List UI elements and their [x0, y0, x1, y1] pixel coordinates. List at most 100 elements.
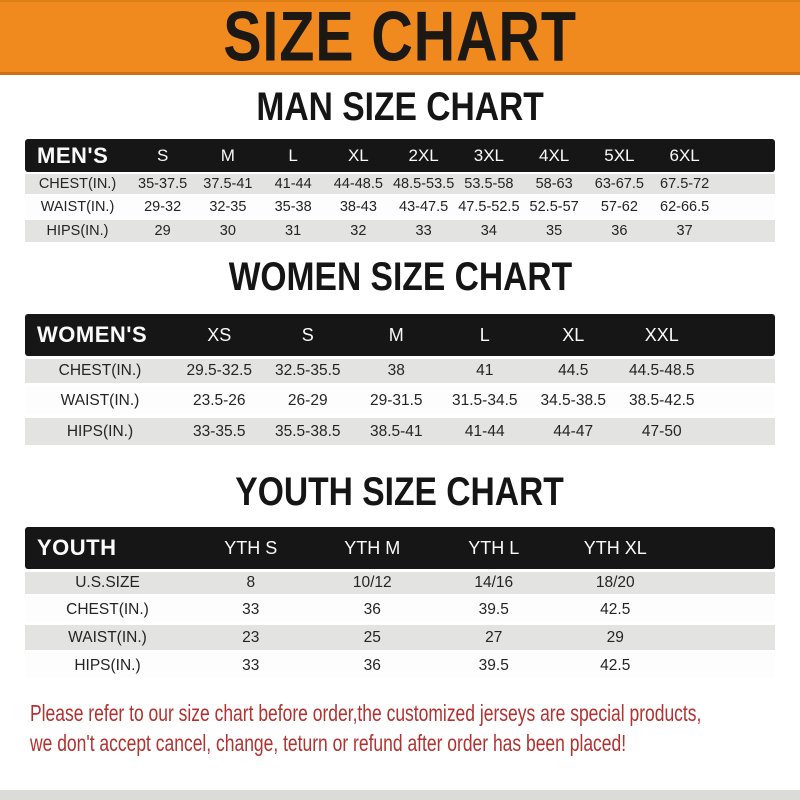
column-header: XL — [529, 314, 618, 356]
column-header: YTH M — [311, 527, 433, 569]
size-value: 63-67.5 — [586, 172, 652, 196]
youth-table-container: YOUTH YTH S YTH M YTH L YTH XL U.S.SIZE 8 10/12… — [25, 527, 775, 681]
table-row: HIPS(IN.) 29 30 31 32 33 34 35 36 37 — [25, 220, 775, 244]
column-header: YTH XL — [554, 527, 676, 569]
row-label: U.S.SIZE — [25, 569, 190, 597]
size-value: 44-48.5 — [325, 172, 391, 196]
column-header: 2XL — [391, 139, 457, 172]
size-value: 44.5-48.5 — [617, 356, 706, 387]
size-value: 25 — [311, 625, 433, 653]
row-label: HIPS(IN.) — [25, 653, 190, 681]
size-value: 36 — [311, 653, 433, 681]
spacer-cell — [717, 139, 775, 172]
youth-corner-label: YOUTH — [25, 527, 190, 569]
column-header: XXL — [617, 314, 706, 356]
row-label: CHEST(IN.) — [25, 597, 190, 625]
women-corner-label: WOMEN'S — [25, 314, 175, 356]
column-header: XL — [325, 139, 391, 172]
size-value: 37 — [652, 220, 718, 244]
size-value: 35 — [521, 220, 587, 244]
size-value: 8 — [190, 569, 312, 597]
women-section-heading-text: WOMEN SIZE CHART — [228, 255, 572, 299]
size-value: 18/20 — [554, 569, 676, 597]
size-value: 37.5-41 — [195, 172, 261, 196]
men-corner-label: MEN'S — [25, 139, 130, 172]
size-value: 23.5-26 — [175, 387, 264, 418]
size-value: 41-44 — [260, 172, 326, 196]
youth-header-row: YOUTH YTH S YTH M YTH L YTH XL — [25, 527, 775, 569]
youth-section-heading: YOUTH SIZE CHART — [0, 472, 800, 512]
spacer-cell — [676, 653, 775, 681]
size-value: 38.5-42.5 — [617, 387, 706, 418]
size-value: 29-32 — [130, 196, 196, 220]
spacer-cell — [717, 220, 775, 244]
size-value: 43-47.5 — [391, 196, 457, 220]
row-label: HIPS(IN.) — [25, 220, 130, 244]
size-value: 52.5-57 — [521, 196, 587, 220]
women-section-heading: WOMEN SIZE CHART — [0, 257, 800, 297]
spacer-cell — [706, 387, 775, 418]
spacer-cell — [676, 625, 775, 653]
women-size-table: WOMEN'S XS S M L XL XXL CHEST(IN.) 29.5-32.5 32.5… — [25, 314, 775, 449]
row-label: WAIST(IN.) — [25, 196, 130, 220]
men-table-container: MEN'S S M L XL 2XL 3XL 4XL 5XL 6XL CHEST(IN.) 35-37… — [25, 139, 775, 244]
column-header: XS — [175, 314, 264, 356]
column-header: S — [130, 139, 196, 172]
size-value: 58-63 — [521, 172, 587, 196]
spacer-cell — [706, 314, 775, 356]
women-table-container: WOMEN'S XS S M L XL XXL CHEST(IN.) 29.5-32.5 32.5… — [25, 314, 775, 449]
size-value: 44.5 — [529, 356, 618, 387]
row-label: CHEST(IN.) — [25, 172, 130, 196]
column-header: L — [440, 314, 529, 356]
size-value: 33 — [391, 220, 457, 244]
size-value: 41 — [440, 356, 529, 387]
size-value: 38-43 — [325, 196, 391, 220]
size-value: 33-35.5 — [175, 418, 264, 449]
row-label: CHEST(IN.) — [25, 356, 175, 387]
men-header-row: MEN'S S M L XL 2XL 3XL 4XL 5XL 6XL — [25, 139, 775, 172]
size-chart-banner: SIZE CHART — [0, 0, 800, 75]
table-row: CHEST(IN.) 33 36 39.5 42.5 — [25, 597, 775, 625]
size-value: 29 — [554, 625, 676, 653]
size-value: 33 — [190, 653, 312, 681]
column-header: 4XL — [521, 139, 587, 172]
size-value: 35.5-38.5 — [263, 418, 352, 449]
size-value: 48.5-53.5 — [391, 172, 457, 196]
size-value: 34 — [456, 220, 522, 244]
size-value: 31 — [260, 220, 326, 244]
row-label: WAIST(IN.) — [25, 625, 190, 653]
table-row: U.S.SIZE 8 10/12 14/16 18/20 — [25, 569, 775, 597]
column-header: 3XL — [456, 139, 522, 172]
column-header: 5XL — [586, 139, 652, 172]
table-row: WAIST(IN.) 23 25 27 29 — [25, 625, 775, 653]
size-value: 35-37.5 — [130, 172, 196, 196]
spacer-cell — [676, 527, 775, 569]
column-header: 6XL — [652, 139, 718, 172]
size-value: 36 — [311, 597, 433, 625]
size-value: 29-31.5 — [352, 387, 441, 418]
size-value: 34.5-38.5 — [529, 387, 618, 418]
spacer-cell — [706, 418, 775, 449]
size-value: 39.5 — [433, 653, 555, 681]
size-value: 47-50 — [617, 418, 706, 449]
spacer-cell — [676, 597, 775, 625]
youth-size-table: YOUTH YTH S YTH M YTH L YTH XL U.S.SIZE 8 10/12… — [25, 527, 775, 681]
column-header: L — [260, 139, 326, 172]
size-value: 35-38 — [260, 196, 326, 220]
size-value: 27 — [433, 625, 555, 653]
size-value: 29 — [130, 220, 196, 244]
size-value: 41-44 — [440, 418, 529, 449]
size-value: 39.5 — [433, 597, 555, 625]
table-row: CHEST(IN.) 29.5-32.5 32.5-35.5 38 41 44.5 44.5… — [25, 356, 775, 387]
size-value: 57-62 — [586, 196, 652, 220]
spacer-cell — [706, 356, 775, 387]
note-line-1: Please refer to our size chart before or… — [30, 700, 702, 726]
column-header: YTH L — [433, 527, 555, 569]
size-value: 62-66.5 — [652, 196, 718, 220]
size-value: 33 — [190, 597, 312, 625]
women-header-row: WOMEN'S XS S M L XL XXL — [25, 314, 775, 356]
size-value: 42.5 — [554, 653, 676, 681]
youth-section-heading-text: YOUTH SIZE CHART — [235, 470, 565, 514]
size-value: 26-29 — [263, 387, 352, 418]
size-value: 67.5-72 — [652, 172, 718, 196]
